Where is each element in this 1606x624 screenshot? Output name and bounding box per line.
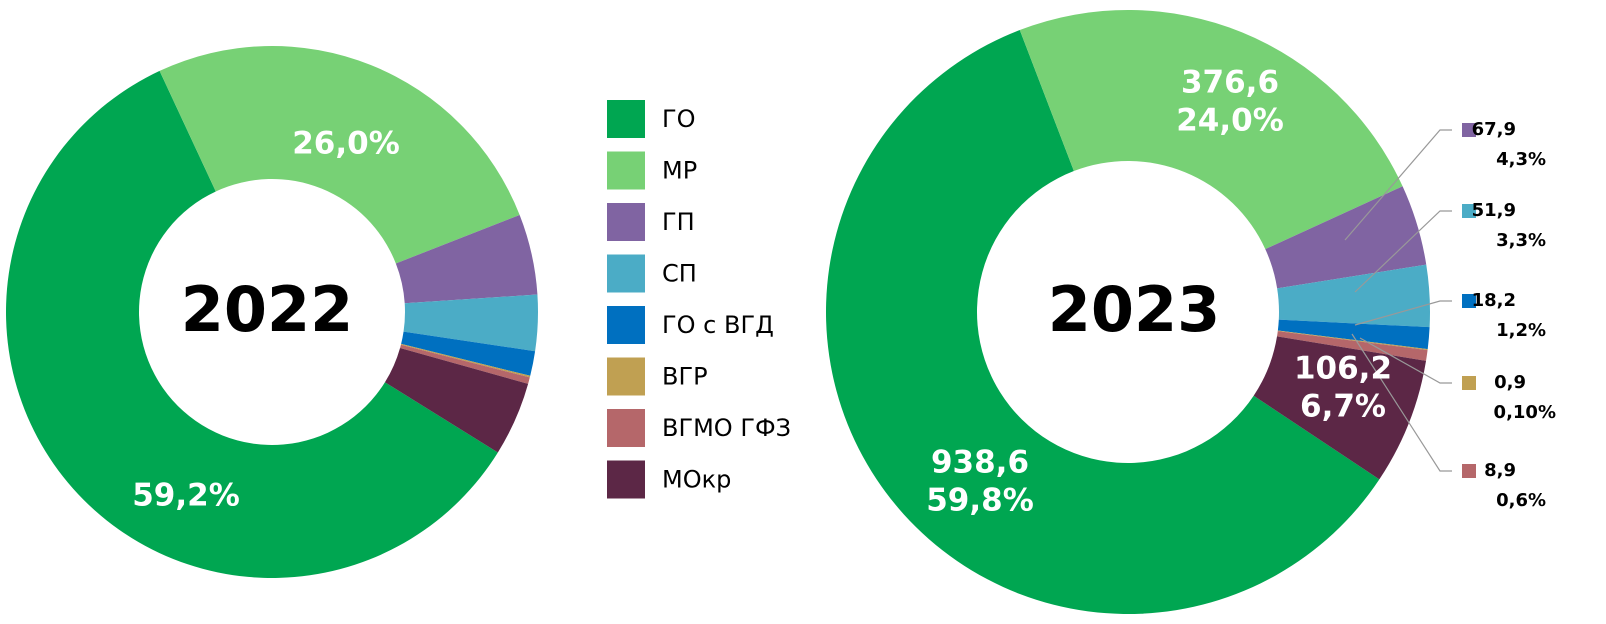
leader-line (1344, 129, 1452, 241)
legend-swatch (607, 357, 645, 396)
legend-swatch (607, 100, 645, 138)
donut-slice (1253, 336, 1427, 480)
donut-slice (1277, 331, 1428, 361)
leader-line (1354, 300, 1452, 326)
donut-slice (1277, 319, 1430, 350)
chart-title: 2022 (181, 273, 354, 346)
donut-slice (395, 214, 538, 304)
legend-swatch (607, 203, 645, 241)
donut-slice (159, 46, 520, 264)
label-swatch (1462, 204, 1476, 218)
slice-value-label: 51,9 (1472, 200, 1516, 221)
legend-swatch (607, 306, 645, 344)
slice-value-label: 938,6 (931, 445, 1029, 481)
slice-value-label: 0,9 (1494, 372, 1526, 393)
legend-label: ГО с ВГД (662, 311, 774, 339)
donut-slice (1019, 9, 1403, 250)
slice-percent-label: 24,0% (1176, 103, 1284, 139)
donut-slice (401, 331, 536, 376)
slice-percent-label: 59,8% (926, 483, 1034, 519)
label-swatch (1462, 123, 1476, 137)
donut-slice (400, 344, 530, 384)
donut-slice (384, 347, 529, 453)
label-swatch (1462, 376, 1476, 390)
legend-swatch (607, 460, 645, 499)
chart-title: 2023 (1048, 273, 1221, 346)
slice-percent-label: 4,3% (1496, 149, 1546, 170)
leader-line (1359, 337, 1452, 384)
donut-slice (5, 70, 498, 579)
leader-line (1354, 210, 1452, 293)
legend-label: ГП (662, 208, 695, 236)
donut-slice (1277, 264, 1430, 328)
slice-value-label: 18,2 (1472, 290, 1516, 311)
slice-value-label: 67,9 (1472, 119, 1516, 140)
slice-percent-label: 1,2% (1496, 320, 1546, 341)
label-swatch (1462, 464, 1476, 478)
donut-slice (825, 30, 1380, 615)
legend-label: ГО (662, 105, 696, 133)
legend-label: СП (662, 260, 697, 288)
legend-label: МОкр (662, 466, 731, 494)
slice-value-label: 376,6 (1181, 65, 1279, 101)
donut-slice (1277, 330, 1428, 351)
slice-percent-label: 6,7% (1300, 389, 1386, 425)
slice-value-label: 59,2% (132, 478, 240, 514)
donut-slice (400, 343, 531, 378)
slice-percent-label: 3,3% (1496, 230, 1546, 251)
slice-percent-label: 0,10% (1494, 402, 1556, 423)
leader-line (1351, 333, 1452, 472)
donut-slice (403, 294, 538, 352)
legend-swatch (607, 254, 645, 293)
slice-value-label: 26,0% (292, 126, 400, 162)
legend-label: МР (662, 157, 697, 185)
legend-label: ВГР (662, 363, 708, 391)
slice-percent-label: 0,6% (1496, 490, 1546, 511)
slice-value-label: 106,2 (1294, 351, 1392, 387)
legend-swatch (607, 151, 645, 190)
legend-swatch (607, 409, 645, 447)
slice-value-label: 8,9 (1484, 460, 1516, 481)
label-swatch (1462, 294, 1476, 308)
legend-label: ВГМО ГФЗ (662, 414, 791, 442)
